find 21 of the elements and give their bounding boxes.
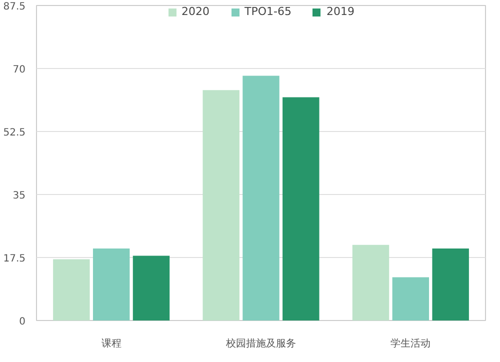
legend-label: 2020 <box>182 5 210 18</box>
y-tick-label: 0 <box>19 316 26 328</box>
bar <box>202 90 240 320</box>
x-tick-label: 校园措施及服务 <box>225 338 296 350</box>
bar <box>392 277 430 320</box>
legend-label: 2019 <box>326 5 354 18</box>
bar <box>132 256 170 320</box>
bar <box>53 259 90 320</box>
bar <box>282 97 320 320</box>
y-tick-label: 87.5 <box>3 2 26 12</box>
y-tick-label: 52.5 <box>3 128 26 138</box>
bar <box>92 248 130 320</box>
bar <box>242 76 280 320</box>
y-tick-label: 17.5 <box>3 254 26 264</box>
y-tick-label: 70 <box>12 64 26 76</box>
legend-label: TPO1-65 <box>244 5 292 18</box>
y-tick-label: 35 <box>12 190 26 202</box>
x-tick-label: 学生活动 <box>390 338 431 350</box>
x-tick-label: 课程 <box>101 338 122 350</box>
bar <box>352 244 390 320</box>
bar <box>432 248 469 320</box>
